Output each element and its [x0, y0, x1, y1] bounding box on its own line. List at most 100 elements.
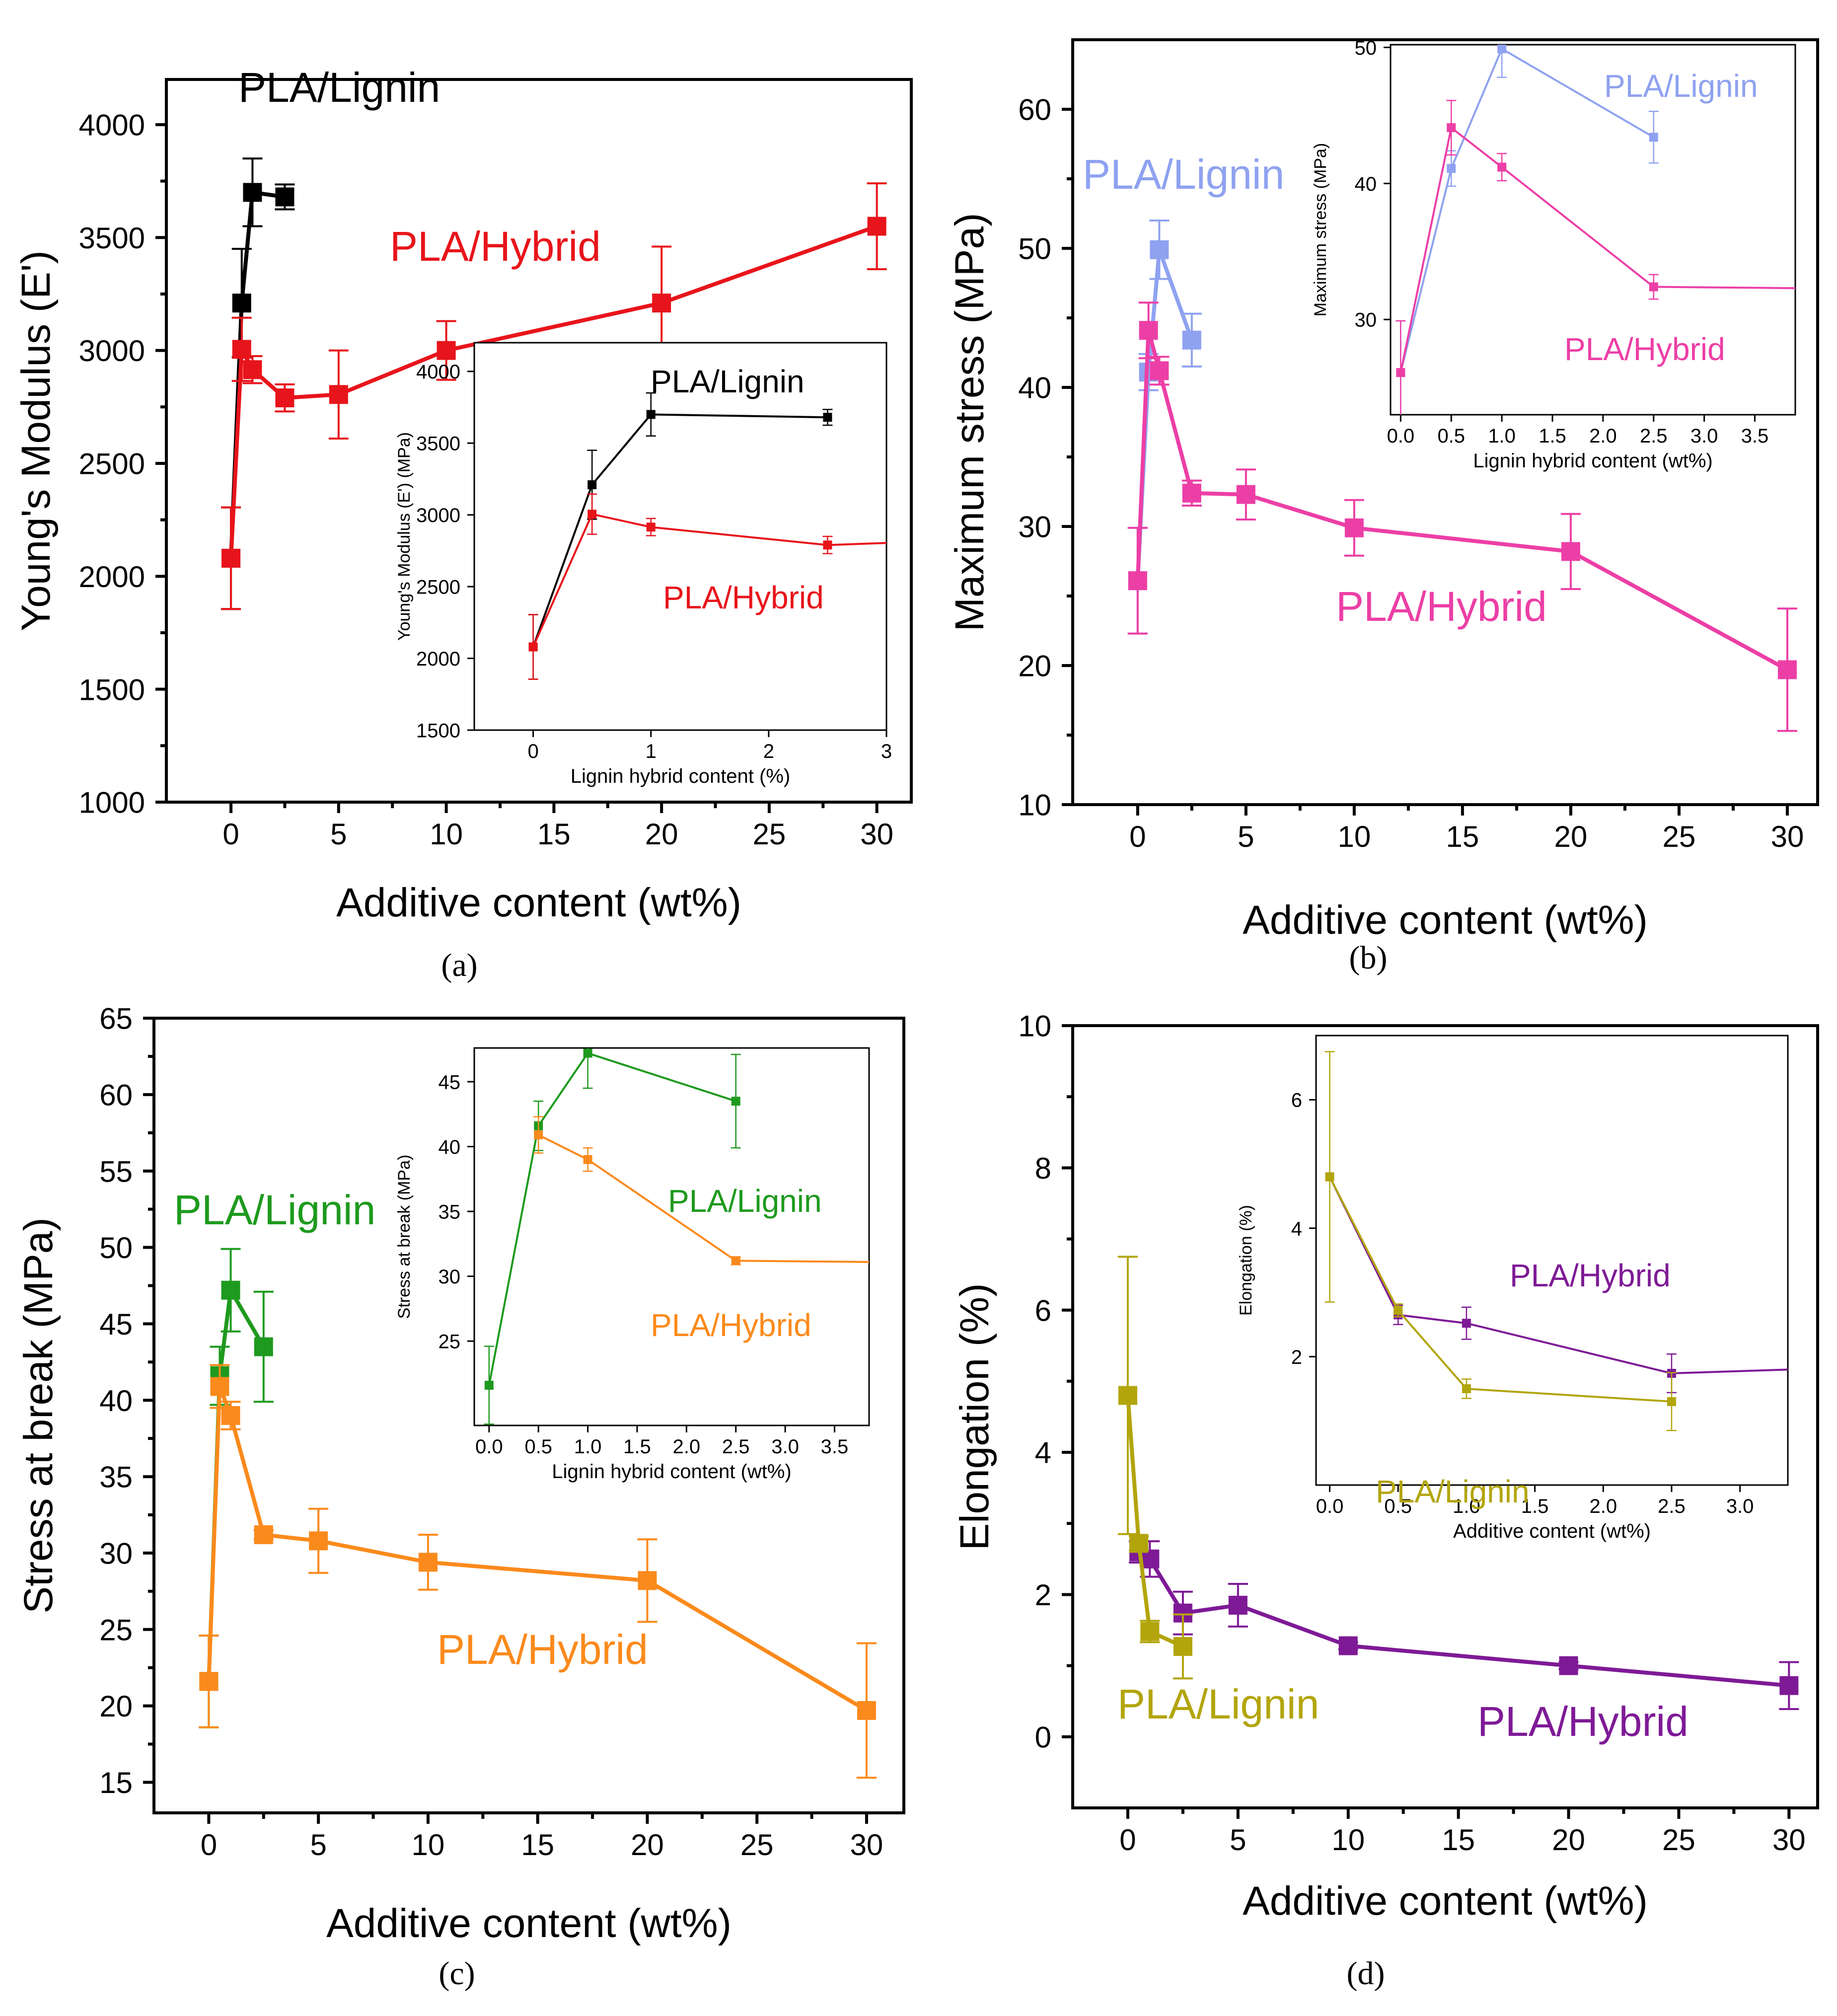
panel-c-data-point — [583, 1155, 592, 1164]
panel-c-y-tick-label: 20 — [99, 1690, 133, 1723]
panel-b-y-tick-label: 40 — [1355, 173, 1377, 195]
panel-b-x-tick-label: 15 — [1446, 820, 1479, 853]
panel-b-series-label-pla-lignin: PLA/Lignin — [1604, 68, 1758, 104]
panel-d-x-tick-label: 0.0 — [1316, 1495, 1344, 1517]
panel-b-x-axis-label: Lignin hybrid content (wt%) — [1473, 450, 1712, 472]
panel-a-x-tick-label: 20 — [645, 818, 678, 851]
panel-a-data-point — [867, 217, 886, 236]
panel-d-x-tick-label: 1.0 — [1453, 1495, 1480, 1517]
panel-c-data-point — [309, 1531, 328, 1551]
panel-c-x-tick-label: 2.0 — [673, 1436, 701, 1458]
panel-c-y-tick-label: 65 — [99, 1002, 133, 1036]
panel-d-series-group — [1117, 1256, 1799, 1710]
panel-d-data-point — [1228, 1595, 1248, 1615]
panel-a-y-tick-label: 4000 — [416, 361, 460, 383]
panel-c-y-tick-label: 55 — [99, 1155, 133, 1188]
panel-b-data-point — [1649, 282, 1658, 292]
panel-b-inset: 0.0 0.5 1.0 1.5 2.0 2.5 3.0 3.5 30 40 50 Lignin hyb… — [1311, 37, 1796, 472]
panel-c-y-tick-label: 35 — [99, 1461, 133, 1494]
panel-a-data-point — [275, 187, 294, 207]
panel-d-y-tick-label: 4 — [1035, 1436, 1051, 1470]
panel-a-data-point — [528, 642, 538, 652]
panel-d-series-group — [1324, 1051, 1788, 1431]
panel-c-x-tick-label: 30 — [850, 1828, 883, 1862]
panel-a-y-tick-label: 2500 — [416, 577, 460, 598]
panel-c-series-label-pla-hybrid: PLA/Hybrid — [437, 1626, 648, 1673]
panel-b-y-tick-label: 30 — [1355, 309, 1377, 331]
panel-a-series-group — [221, 157, 887, 610]
panel-c-y-tick-label: 30 — [99, 1537, 133, 1570]
panel-a-y-axis-label: Young's Modulus (E') (MPa) — [395, 432, 414, 641]
panel-c-data-point — [254, 1337, 273, 1356]
panel-b-data-point — [1236, 485, 1255, 504]
panel-a-x-axis-label: Lignin hybrid content (%) — [571, 765, 790, 787]
panel-a-data-point — [646, 523, 656, 532]
panel-c-y-tick-label: 25 — [99, 1613, 133, 1646]
panel-a-y-tick-label: 3000 — [416, 505, 460, 526]
panel-b-series-group — [1127, 220, 1797, 732]
panel-a-x-tick-label: 25 — [752, 818, 786, 851]
panel-d-data-point — [1462, 1384, 1471, 1394]
panel-a-y-tick-label: 1500 — [79, 673, 145, 706]
panel-d-x-tick-label: 25 — [1662, 1823, 1695, 1857]
panel-d-data-point — [1559, 1656, 1578, 1675]
panel-a-data-point — [646, 410, 656, 419]
panel-d-data-point — [1462, 1319, 1471, 1328]
panel-c-x-tick-label: 1.5 — [623, 1436, 651, 1458]
panel-c-series-group — [199, 1248, 877, 1779]
panel-c-x-tick-label: 25 — [740, 1828, 774, 1862]
panel-b-data-point — [1139, 321, 1158, 340]
panel-b-y-tick-label: 30 — [1018, 511, 1051, 544]
panel-d-data-point — [1173, 1637, 1192, 1656]
panel-a-y-tick-label: 3000 — [79, 334, 145, 368]
panel-a-x-tick-label: 10 — [430, 818, 463, 851]
panel-b-data-point — [1561, 542, 1580, 561]
panel-a-x-tick-label: 5 — [330, 818, 347, 851]
panel-a-x-tick-label: 3 — [881, 741, 892, 762]
panel-c-x-axis-label: Additive content (wt%) — [326, 1901, 732, 1946]
panel-b-y-axis-label: Maximum stress (MPa) — [947, 213, 992, 632]
panel-d-y-tick-label: 2 — [1035, 1578, 1051, 1612]
panel-a-y-tick-label: 3500 — [79, 222, 145, 255]
panel-c-data-point — [221, 1406, 240, 1425]
panel-d-x-tick-label: 5 — [1230, 1823, 1246, 1857]
panel-b-x-tick-label: 10 — [1337, 820, 1371, 853]
panel-b-data-point — [1344, 518, 1364, 537]
panel-d-y-tick-label: 2 — [1291, 1346, 1302, 1368]
panel-b-x-tick-label: 1.5 — [1539, 425, 1566, 447]
panel-d-x-tick-label: 3.0 — [1726, 1495, 1754, 1517]
panel-c-y-tick-label: 30 — [439, 1266, 461, 1288]
panel-d-series-label-pla-lignin: PLA/Lignin — [1117, 1681, 1319, 1727]
panel-c-data-point — [254, 1525, 273, 1544]
panel-a-data-point — [243, 360, 262, 379]
panel-c-x-tick-label: 5 — [310, 1828, 326, 1862]
panel-c-y-axis-label: Stress at break (MPa) — [16, 1217, 61, 1613]
panel-d-data-point — [1394, 1306, 1403, 1315]
panel-c-x-tick-label: 20 — [631, 1828, 664, 1862]
panel-b-panel-label: (b) — [1349, 940, 1388, 976]
panel-a-y-tick-label: 4000 — [79, 109, 145, 142]
panel-a-y-tick-label: 2500 — [79, 448, 145, 481]
panel-b-data-point — [1150, 240, 1169, 259]
panel-c-y-tick-label: 50 — [99, 1231, 133, 1265]
panel-b-y-tick-label: 40 — [1018, 372, 1051, 405]
panel-a-data-point — [588, 480, 597, 489]
panel-c-x-axis-label: Lignin hybrid content (wt%) — [552, 1461, 791, 1483]
panel-a-panel-label: (a) — [441, 947, 477, 983]
panel-a-data-point — [221, 548, 241, 568]
panel-c-x-tick-label: 0.5 — [524, 1436, 552, 1458]
panel-a-series-label-pla-hybrid: PLA/Hybrid — [663, 580, 824, 615]
panel-c-series-label-pla-lignin: PLA/Lignin — [174, 1187, 375, 1233]
panel-d-x-axis-label: Additive content (wt%) — [1243, 1878, 1648, 1924]
panel-b-x-tick-label: 1.0 — [1488, 425, 1516, 447]
panel-d-x-tick-label: 0.5 — [1384, 1495, 1412, 1517]
panel-b-data-point — [1182, 483, 1201, 503]
panel-a-y-axis-label: Young's Modulus (E') — [13, 250, 59, 631]
panel-d-x-tick-label: 1.5 — [1521, 1495, 1549, 1517]
panel-a-data-point — [243, 183, 262, 202]
panel-c-x-tick-label: 3.5 — [821, 1436, 849, 1458]
panel-b-x-tick-label: 25 — [1663, 820, 1696, 853]
panel-b-y-tick-label: 10 — [1018, 789, 1051, 822]
panel-b-series-label-pla-hybrid: PLA/Hybrid — [1564, 331, 1725, 367]
panel-b-x-tick-label: 0.0 — [1387, 425, 1415, 447]
